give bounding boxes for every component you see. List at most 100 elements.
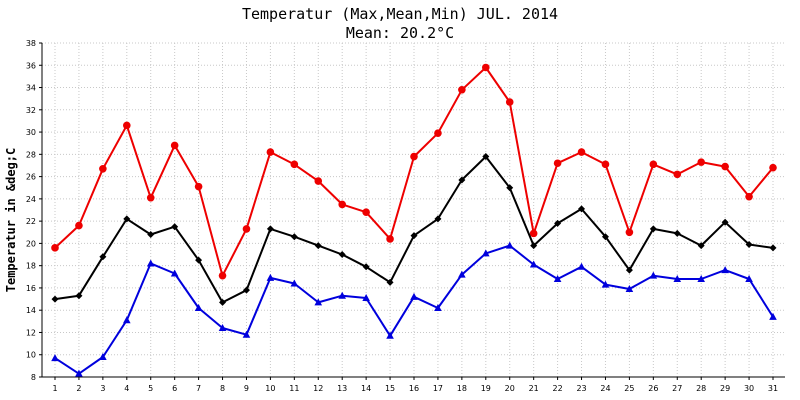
data-point (146, 193, 155, 202)
data-point (482, 63, 490, 72)
y-tick-label: 24 (26, 195, 36, 204)
data-point (218, 324, 227, 332)
data-point (123, 121, 131, 130)
data-point (290, 233, 298, 241)
data-point (577, 148, 586, 156)
x-tick-label: 7 (196, 384, 201, 393)
data-point (601, 233, 609, 241)
data-point (314, 298, 323, 306)
x-tick-label: 13 (337, 384, 347, 393)
data-point (195, 256, 203, 264)
x-tick-label: 20 (505, 384, 515, 393)
series-group (51, 63, 777, 280)
data-point (553, 159, 562, 168)
data-point (554, 219, 562, 227)
data-point (434, 303, 442, 311)
x-tick-label: 26 (648, 384, 658, 393)
y-tick-label: 20 (26, 239, 36, 248)
data-point (578, 205, 586, 213)
x-tick-label: 23 (576, 384, 586, 393)
x-tick-label: 9 (244, 384, 249, 393)
data-point (147, 230, 155, 238)
x-tick-label: 10 (265, 384, 275, 393)
y-tick-label: 8 (31, 373, 36, 382)
y-tick-label: 38 (26, 39, 36, 48)
data-point (721, 162, 729, 171)
data-point (434, 215, 442, 223)
data-point (75, 292, 83, 300)
data-point (529, 260, 538, 268)
x-tick-label: 4 (124, 384, 129, 393)
data-point (146, 259, 155, 267)
data-point (458, 176, 466, 184)
data-point (721, 266, 729, 274)
x-tick-label: 28 (696, 384, 706, 393)
y-tick-label: 34 (26, 84, 36, 93)
y-tick-label: 28 (26, 150, 36, 159)
x-tick-label: 15 (385, 384, 395, 393)
x-tick-label: 17 (433, 384, 443, 393)
data-point (506, 184, 514, 192)
x-tick-label: 14 (361, 384, 371, 393)
y-tick-label: 32 (26, 106, 36, 115)
y-axis-label: Temperatur in &deg;C (4, 148, 18, 293)
data-point (625, 266, 633, 274)
x-tick-label: 31 (768, 384, 778, 393)
y-tick-label: 16 (26, 284, 36, 293)
data-point (649, 160, 658, 169)
x-tick-label: 21 (529, 384, 539, 393)
data-point (769, 163, 777, 172)
data-point (577, 262, 586, 270)
grid-layer (42, 42, 785, 378)
x-tick-label: 5 (148, 384, 153, 393)
data-point (530, 242, 538, 250)
data-point (266, 225, 274, 233)
x-tick-label: 3 (100, 384, 105, 393)
series-group (51, 241, 777, 377)
y-tick-label: 14 (26, 306, 36, 315)
data-point (745, 241, 753, 249)
data-point (218, 271, 227, 280)
y-tick-label: 18 (26, 262, 36, 271)
data-point (625, 285, 634, 293)
data-point (673, 170, 682, 179)
data-point (194, 182, 203, 191)
data-point (386, 278, 394, 286)
data-point (75, 221, 83, 230)
data-point (769, 312, 777, 320)
data-point (625, 228, 634, 237)
data-point (362, 263, 370, 271)
data-point (386, 331, 394, 339)
x-tick-label: 27 (672, 384, 682, 393)
x-tick-label: 1 (52, 384, 57, 393)
x-tick-label: 8 (220, 384, 225, 393)
data-point (219, 298, 227, 306)
data-point (242, 330, 251, 338)
series-layer (51, 63, 777, 377)
data-point (410, 232, 418, 240)
data-point (505, 98, 514, 106)
data-point (51, 244, 59, 252)
data-point (482, 153, 490, 161)
data-point (266, 148, 275, 156)
y-tick-label: 26 (26, 173, 36, 182)
data-point (745, 275, 753, 283)
data-point (410, 152, 418, 161)
y-tick-label: 30 (26, 128, 36, 137)
data-point (721, 218, 729, 226)
data-point (99, 253, 107, 261)
data-point (194, 303, 203, 311)
data-point (314, 242, 322, 250)
data-point (242, 225, 251, 233)
x-tick-label: 12 (313, 384, 323, 393)
y-tick-label: 36 (26, 61, 36, 70)
data-point (601, 160, 610, 169)
data-point (290, 279, 299, 287)
x-tick-label: 29 (720, 384, 730, 393)
data-point (649, 271, 658, 279)
chart-subtitle: Mean: 20.2°C (346, 24, 454, 42)
x-tick-label: 11 (289, 384, 299, 393)
data-point (51, 354, 59, 362)
x-tick-label: 18 (457, 384, 467, 393)
